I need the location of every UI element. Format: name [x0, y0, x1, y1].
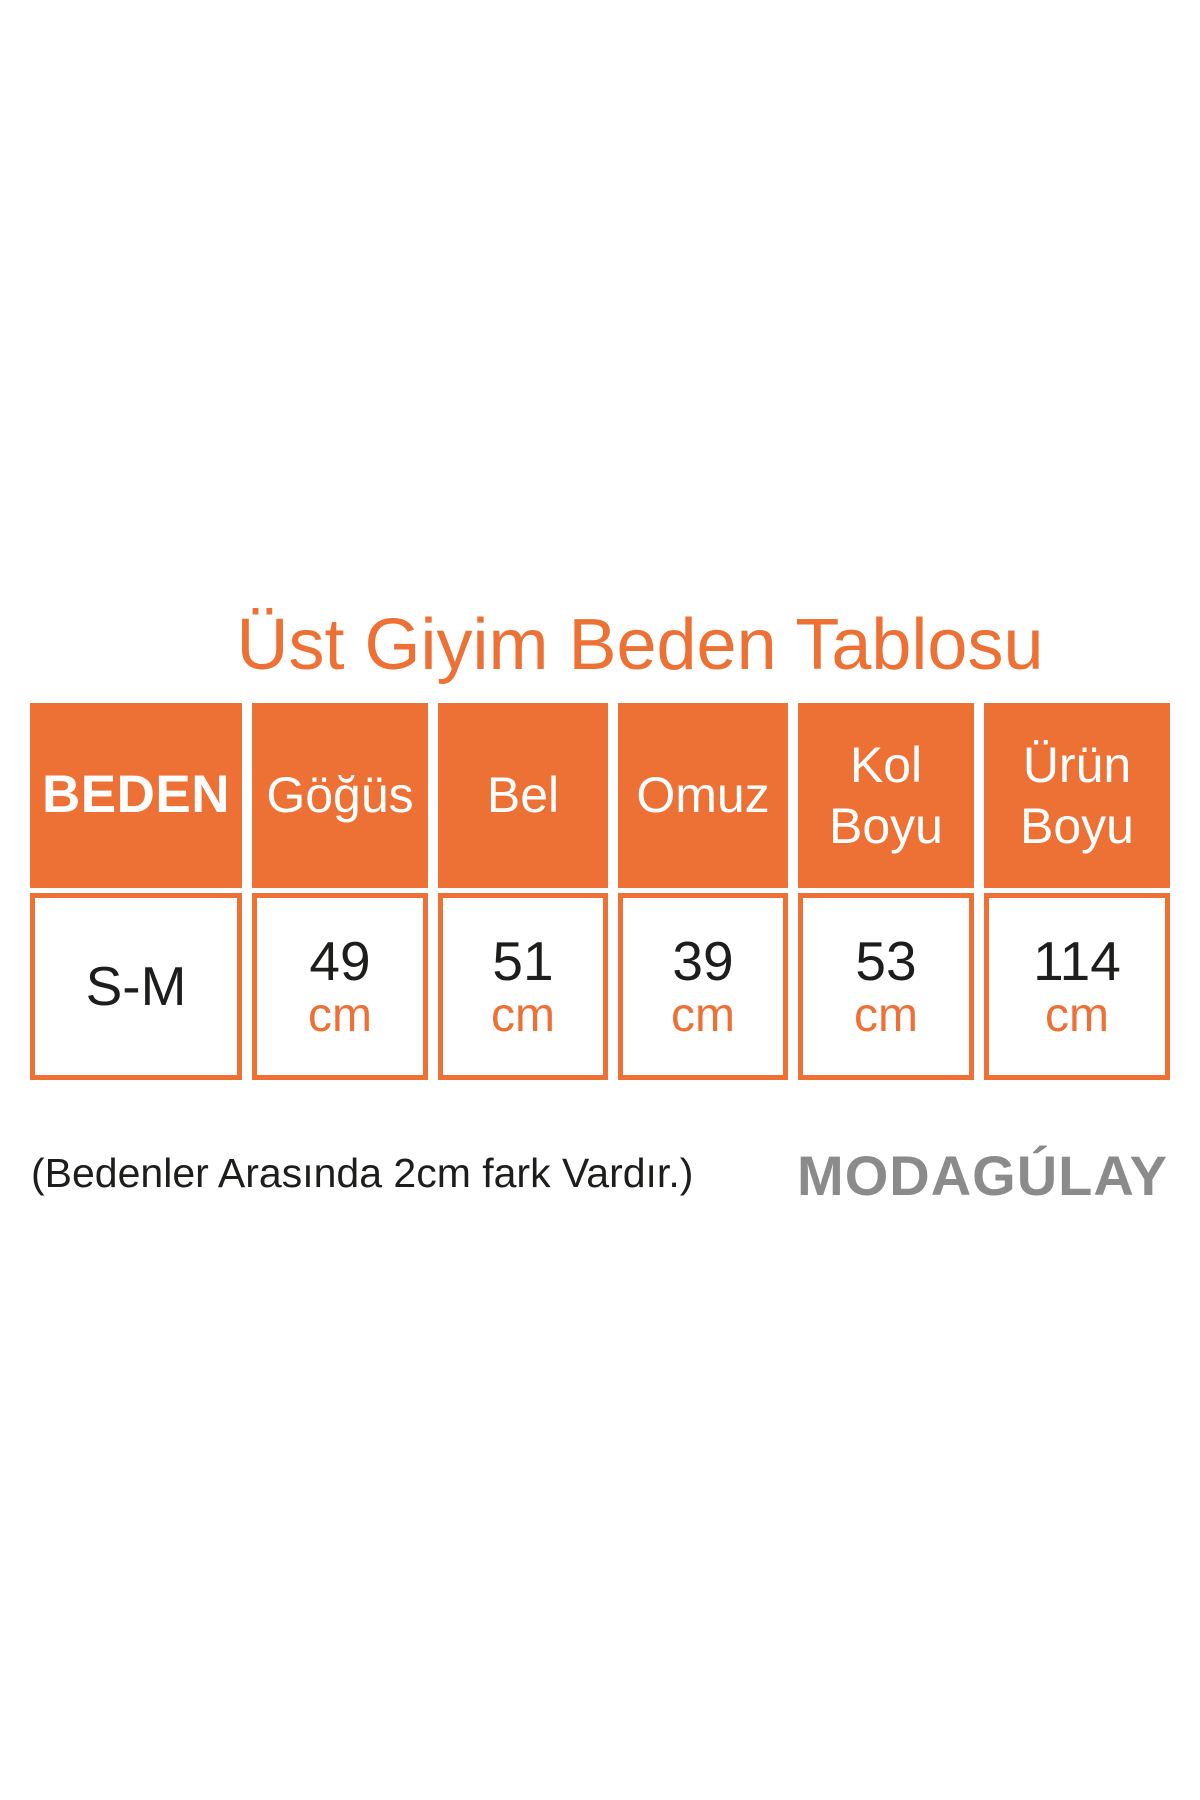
measurement-unit: cm [491, 988, 555, 1042]
measurement-value: 114 [1033, 929, 1121, 992]
size-difference-note: (Bedenler Arasında 2cm fark Vardır.) [31, 1150, 694, 1196]
column-header-gogus: Göğüs [252, 703, 428, 888]
column-header-kol-boyu: Kol Boyu [798, 703, 974, 888]
page-title: Üst Giyim Beden Tablosu [236, 605, 1044, 685]
brand-logo: MODAGÚLAY [797, 1144, 1168, 1207]
table-row-cell-size: S-M [30, 893, 242, 1080]
column-header-urun-boyu: Ürün Boyu [984, 703, 1170, 888]
table-row-cell-omuz: 39 cm [618, 893, 788, 1080]
size-table: BEDEN Göğüs Bel Omuz Kol Boyu Ürün Boyu … [30, 703, 1170, 1080]
measurement-unit: cm [671, 988, 735, 1042]
column-header-omuz: Omuz [618, 703, 788, 888]
column-header-bel: Bel [438, 703, 608, 888]
measurement-value: 53 [855, 929, 917, 992]
measurement-value: 49 [309, 929, 371, 992]
table-row-cell-kol-boyu: 53 cm [798, 893, 974, 1080]
table-row-cell-bel: 51 cm [438, 893, 608, 1080]
measurement-value: 39 [672, 929, 734, 992]
table-row-cell-gogus: 49 cm [252, 893, 428, 1080]
column-header-beden: BEDEN [30, 703, 242, 888]
measurement-unit: cm [308, 988, 372, 1042]
measurement-unit: cm [854, 988, 918, 1042]
table-row-cell-urun-boyu: 114 cm [984, 893, 1170, 1080]
measurement-unit: cm [1045, 988, 1109, 1042]
size-value: S-M [85, 955, 187, 1017]
measurement-value: 51 [492, 929, 554, 992]
